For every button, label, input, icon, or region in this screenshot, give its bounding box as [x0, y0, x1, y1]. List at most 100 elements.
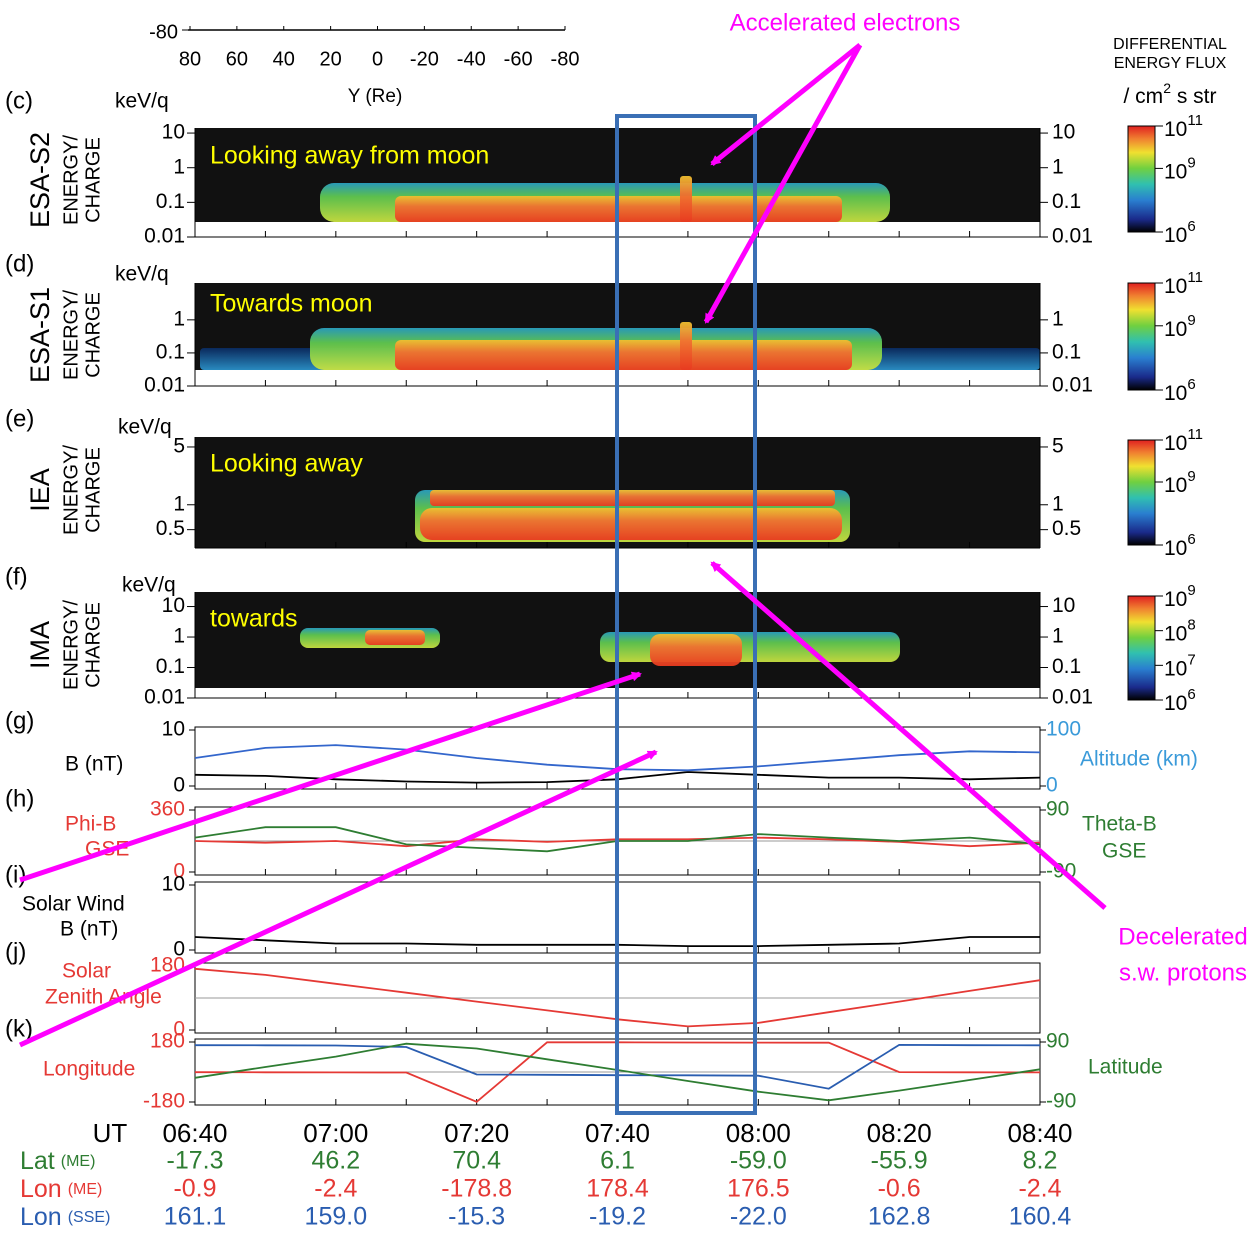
table-cell: -178.8 — [441, 1175, 512, 1203]
colorbar-tick-label: 10 — [1164, 657, 1187, 680]
y-tick-label: 0.01 — [144, 374, 185, 397]
colorbar-tick-label: 106 — [1164, 376, 1196, 405]
table-cell: 162.8 — [868, 1203, 931, 1231]
table-cell: 160.4 — [1009, 1203, 1072, 1231]
y-tick-label: 0 — [173, 774, 185, 797]
y-tick-label: 1 — [173, 492, 185, 515]
y2-axis-label: GSE — [1102, 840, 1146, 863]
colorbar-tick-label: 10 — [1164, 432, 1187, 455]
colorbar-tick-label: 10 — [1164, 382, 1187, 405]
panel-label: (c) — [5, 87, 33, 114]
colorbar-tick-label: 10 — [1164, 474, 1187, 497]
x-tick-label: 06:40 — [162, 1118, 227, 1148]
spectrogram-flux — [680, 322, 692, 370]
table-cell: -15.3 — [448, 1203, 505, 1231]
y-axis-label: ENERGY/ — [60, 600, 82, 690]
table-cell: -22.0 — [730, 1203, 787, 1231]
table-cell: -2.4 — [1018, 1175, 1061, 1203]
colorbar-tick-label: 106 — [1164, 531, 1196, 560]
x-tick-label: 60 — [226, 48, 248, 70]
panel-label: (j) — [5, 938, 26, 965]
x-tick-label: 0 — [372, 48, 383, 70]
y2-tick-label: 0 — [1046, 774, 1058, 797]
table-cell: 176.5 — [727, 1175, 790, 1203]
y-tick-label: 10 — [162, 873, 185, 896]
table-cell: 161.1 — [164, 1203, 227, 1231]
time-axis-label: UT — [93, 1118, 128, 1148]
y-axis-label: ESA-S1 — [25, 287, 55, 383]
y-tick-label: -80 — [149, 21, 178, 43]
spectrogram-flux — [650, 634, 742, 666]
spectrogram-flux — [395, 340, 852, 370]
y-tick-label: 360 — [150, 798, 185, 821]
colorbar-tick-label: 10 — [1164, 118, 1187, 141]
y2-tick-label: 1 — [1052, 307, 1064, 330]
colorbar-tick-label: 9 — [1187, 154, 1195, 171]
x-tick-label: 07:40 — [585, 1118, 650, 1148]
y-axis-label: IEA — [25, 468, 55, 512]
colorbar-title: DIFFERENTIAL — [1113, 36, 1227, 53]
colorbar-tick-label: 10 — [1164, 224, 1187, 247]
y2-tick-label: 5 — [1052, 435, 1064, 458]
colorbar-tick-label: 106 — [1164, 218, 1196, 247]
y2-tick-label: -90 — [1046, 1090, 1076, 1113]
y-axis-label: IMA — [25, 621, 55, 669]
table-cell: -2.4 — [314, 1175, 357, 1203]
y-axis-label: CHARGE — [82, 292, 104, 378]
annotation: s.w. protons — [1119, 959, 1247, 986]
x-tick-label: -40 — [457, 48, 486, 70]
y2-tick-label: 90 — [1046, 1030, 1069, 1053]
spectrogram-flux — [600, 632, 900, 662]
y2-tick-label: 10 — [1052, 594, 1075, 617]
row-label: Lat(ME) — [20, 1147, 95, 1175]
y-tick-label: 10 — [162, 594, 185, 617]
y-tick-label: 0.1 — [156, 655, 185, 678]
y-tick-label: 1 — [173, 625, 185, 648]
y-axis-label: ENERGY/ — [60, 290, 82, 380]
colorbar-tick-label: 10 — [1164, 537, 1187, 560]
table-cell: -17.3 — [167, 1147, 224, 1175]
y2-tick-label: 0.01 — [1052, 374, 1093, 397]
x-tick-label: 20 — [320, 48, 342, 70]
y2-tick-label: 1 — [1052, 492, 1064, 515]
table-cell: -0.6 — [878, 1175, 921, 1203]
y-tick-label: 5 — [173, 435, 185, 458]
y-tick-label: 180 — [150, 1030, 185, 1053]
panel-label: (i) — [5, 861, 26, 888]
colorbar-tick-label: 6 — [1187, 376, 1195, 393]
unit-label: keV/q — [122, 574, 176, 597]
colorbar-tick-label: 10 — [1164, 588, 1187, 611]
y2-tick-label: 90 — [1046, 798, 1069, 821]
caption: Looking away from moon — [210, 142, 489, 170]
colorbar-tick-label: 9 — [1187, 582, 1195, 599]
y-axis-label: ENERGY/ — [60, 445, 82, 535]
caption: Towards moon — [210, 290, 373, 318]
colorbar — [1128, 596, 1155, 700]
y2-tick-label: 0.01 — [1052, 225, 1093, 248]
x-tick-label: 08:00 — [726, 1118, 791, 1148]
y2-tick-label: 0.01 — [1052, 686, 1093, 709]
colorbar-tick-label: 9 — [1187, 468, 1195, 485]
y-axis-label: B (nT) — [60, 918, 118, 941]
row-label: Lon(SSE) — [20, 1203, 110, 1231]
y-tick-label: 10 — [162, 121, 185, 144]
colorbar-tick-label: 6 — [1187, 531, 1195, 548]
y2-tick-label: 0.1 — [1052, 190, 1081, 213]
colorbar — [1128, 440, 1155, 545]
y-tick-label: 0.01 — [144, 225, 185, 248]
table-cell: 8.2 — [1023, 1147, 1058, 1175]
y-axis-label: Phi-B — [65, 813, 116, 836]
table-cell: 159.0 — [305, 1203, 368, 1231]
table-cell: -19.2 — [589, 1203, 646, 1231]
arrow — [20, 674, 640, 880]
colorbar-tick-label: 109 — [1164, 154, 1196, 183]
figure: 806040200-20-40-60-80-80Y (Re)1010.10.01… — [0, 0, 1253, 1236]
y2-tick-label: 1 — [1052, 155, 1064, 178]
y2-tick-label: 0.1 — [1052, 340, 1081, 363]
panel-label: (h) — [5, 785, 34, 812]
x-tick-label: -60 — [504, 48, 533, 70]
colorbar-tick-label: 6 — [1187, 218, 1195, 235]
y-tick-label: 10 — [162, 718, 185, 741]
y-axis-label: Solar Wind — [22, 893, 125, 916]
